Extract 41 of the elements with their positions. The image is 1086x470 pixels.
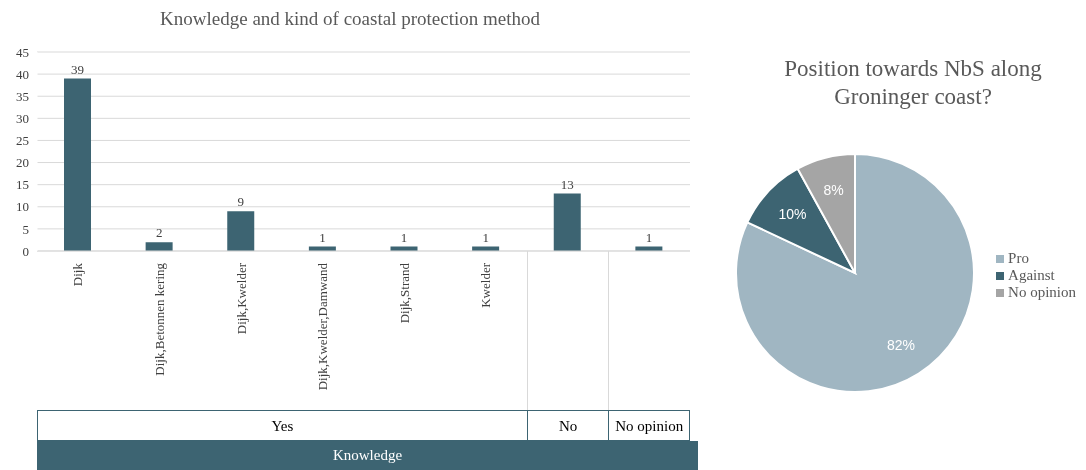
y-tick-label: 45	[16, 44, 29, 60]
data-label: 8%	[823, 182, 844, 199]
data-label: 1	[645, 229, 653, 245]
y-tick-label: 40	[16, 66, 29, 82]
chart-title: Knowledge and kind of coastal protection method	[159, 8, 541, 30]
text: Yes	[37, 410, 527, 441]
bar	[227, 211, 255, 251]
data-label: 1	[400, 229, 408, 245]
y-tick-label: 5	[22, 221, 29, 237]
y-tick-label: 10	[16, 199, 29, 215]
x-axis-title: Knowledge	[37, 441, 698, 470]
legend-label: No opinion	[1008, 283, 1076, 300]
data-label: 13	[560, 176, 574, 192]
y-tick-label: 0	[22, 243, 29, 259]
data-label: 10%	[778, 206, 807, 223]
y-tick-label: 20	[16, 155, 29, 171]
text: No	[526, 410, 609, 441]
legend-label: Against	[1008, 266, 1055, 283]
bar	[64, 78, 91, 251]
y-tick-label: 15	[16, 177, 29, 193]
data-label: 1	[482, 229, 489, 245]
legend-label: Pro	[1008, 249, 1029, 266]
x-tick-label: Dijk,Kwelder,Damwand	[315, 262, 331, 391]
text: No opinion	[608, 410, 690, 441]
pie-slice	[735, 153, 975, 393]
x-tick-label: Dijk,Strand	[396, 262, 412, 324]
bar	[145, 242, 173, 251]
x-tick-label: Kwelder	[478, 262, 494, 308]
x-tick-label: Dijk,Kwelder	[233, 262, 249, 335]
data-label: 1	[319, 229, 326, 245]
chart-title: Position towards NbS along Groninger coast?	[783, 55, 1043, 111]
x-tick-label: Dijk	[70, 262, 86, 287]
data-label: 39	[71, 61, 84, 77]
data-label: 9	[237, 194, 244, 210]
data-label: 82%	[886, 337, 915, 354]
y-tick-label: 25	[16, 133, 29, 149]
y-tick-label: 30	[16, 110, 29, 126]
bar	[553, 193, 581, 251]
x-tick-label: Dijk,Betonnen kering	[151, 262, 167, 376]
y-tick-label: 35	[16, 88, 29, 104]
data-label: 2	[155, 225, 163, 241]
